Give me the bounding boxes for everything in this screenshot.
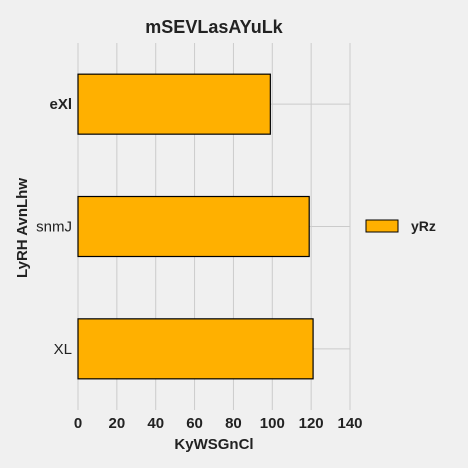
x-tick-labels: 0 20 40 60 80 100 120 140 <box>74 415 363 432</box>
bar-snmJ <box>77 195 310 258</box>
x-tick-label: 120 <box>299 415 324 432</box>
chart-title: mSEVLasAYuLk <box>145 17 283 37</box>
bars <box>77 73 314 380</box>
x-tick-label: 100 <box>260 415 285 432</box>
legend-swatch <box>365 219 399 233</box>
x-tick-label: 0 <box>74 415 82 432</box>
x-tick-label: 60 <box>186 415 203 432</box>
x-tick-label: 140 <box>337 415 362 432</box>
y-tick-label: eXl <box>49 96 72 113</box>
legend-label: yRz <box>411 218 436 234</box>
bar-eXl <box>77 73 271 135</box>
legend: yRz <box>365 218 436 234</box>
x-tick-label: 80 <box>225 415 242 432</box>
x-tick-label: 20 <box>109 415 126 432</box>
bar-XL <box>77 318 314 380</box>
y-tick-label: XL <box>54 341 72 358</box>
x-axis-label: KyWSGnCl <box>174 436 253 453</box>
y-tick-labels: eXl snmJ XL <box>36 96 72 358</box>
y-axis-label: LyRH AvnLhw <box>14 178 31 278</box>
y-tick-label: snmJ <box>36 219 72 236</box>
x-tick-label: 40 <box>147 415 164 432</box>
